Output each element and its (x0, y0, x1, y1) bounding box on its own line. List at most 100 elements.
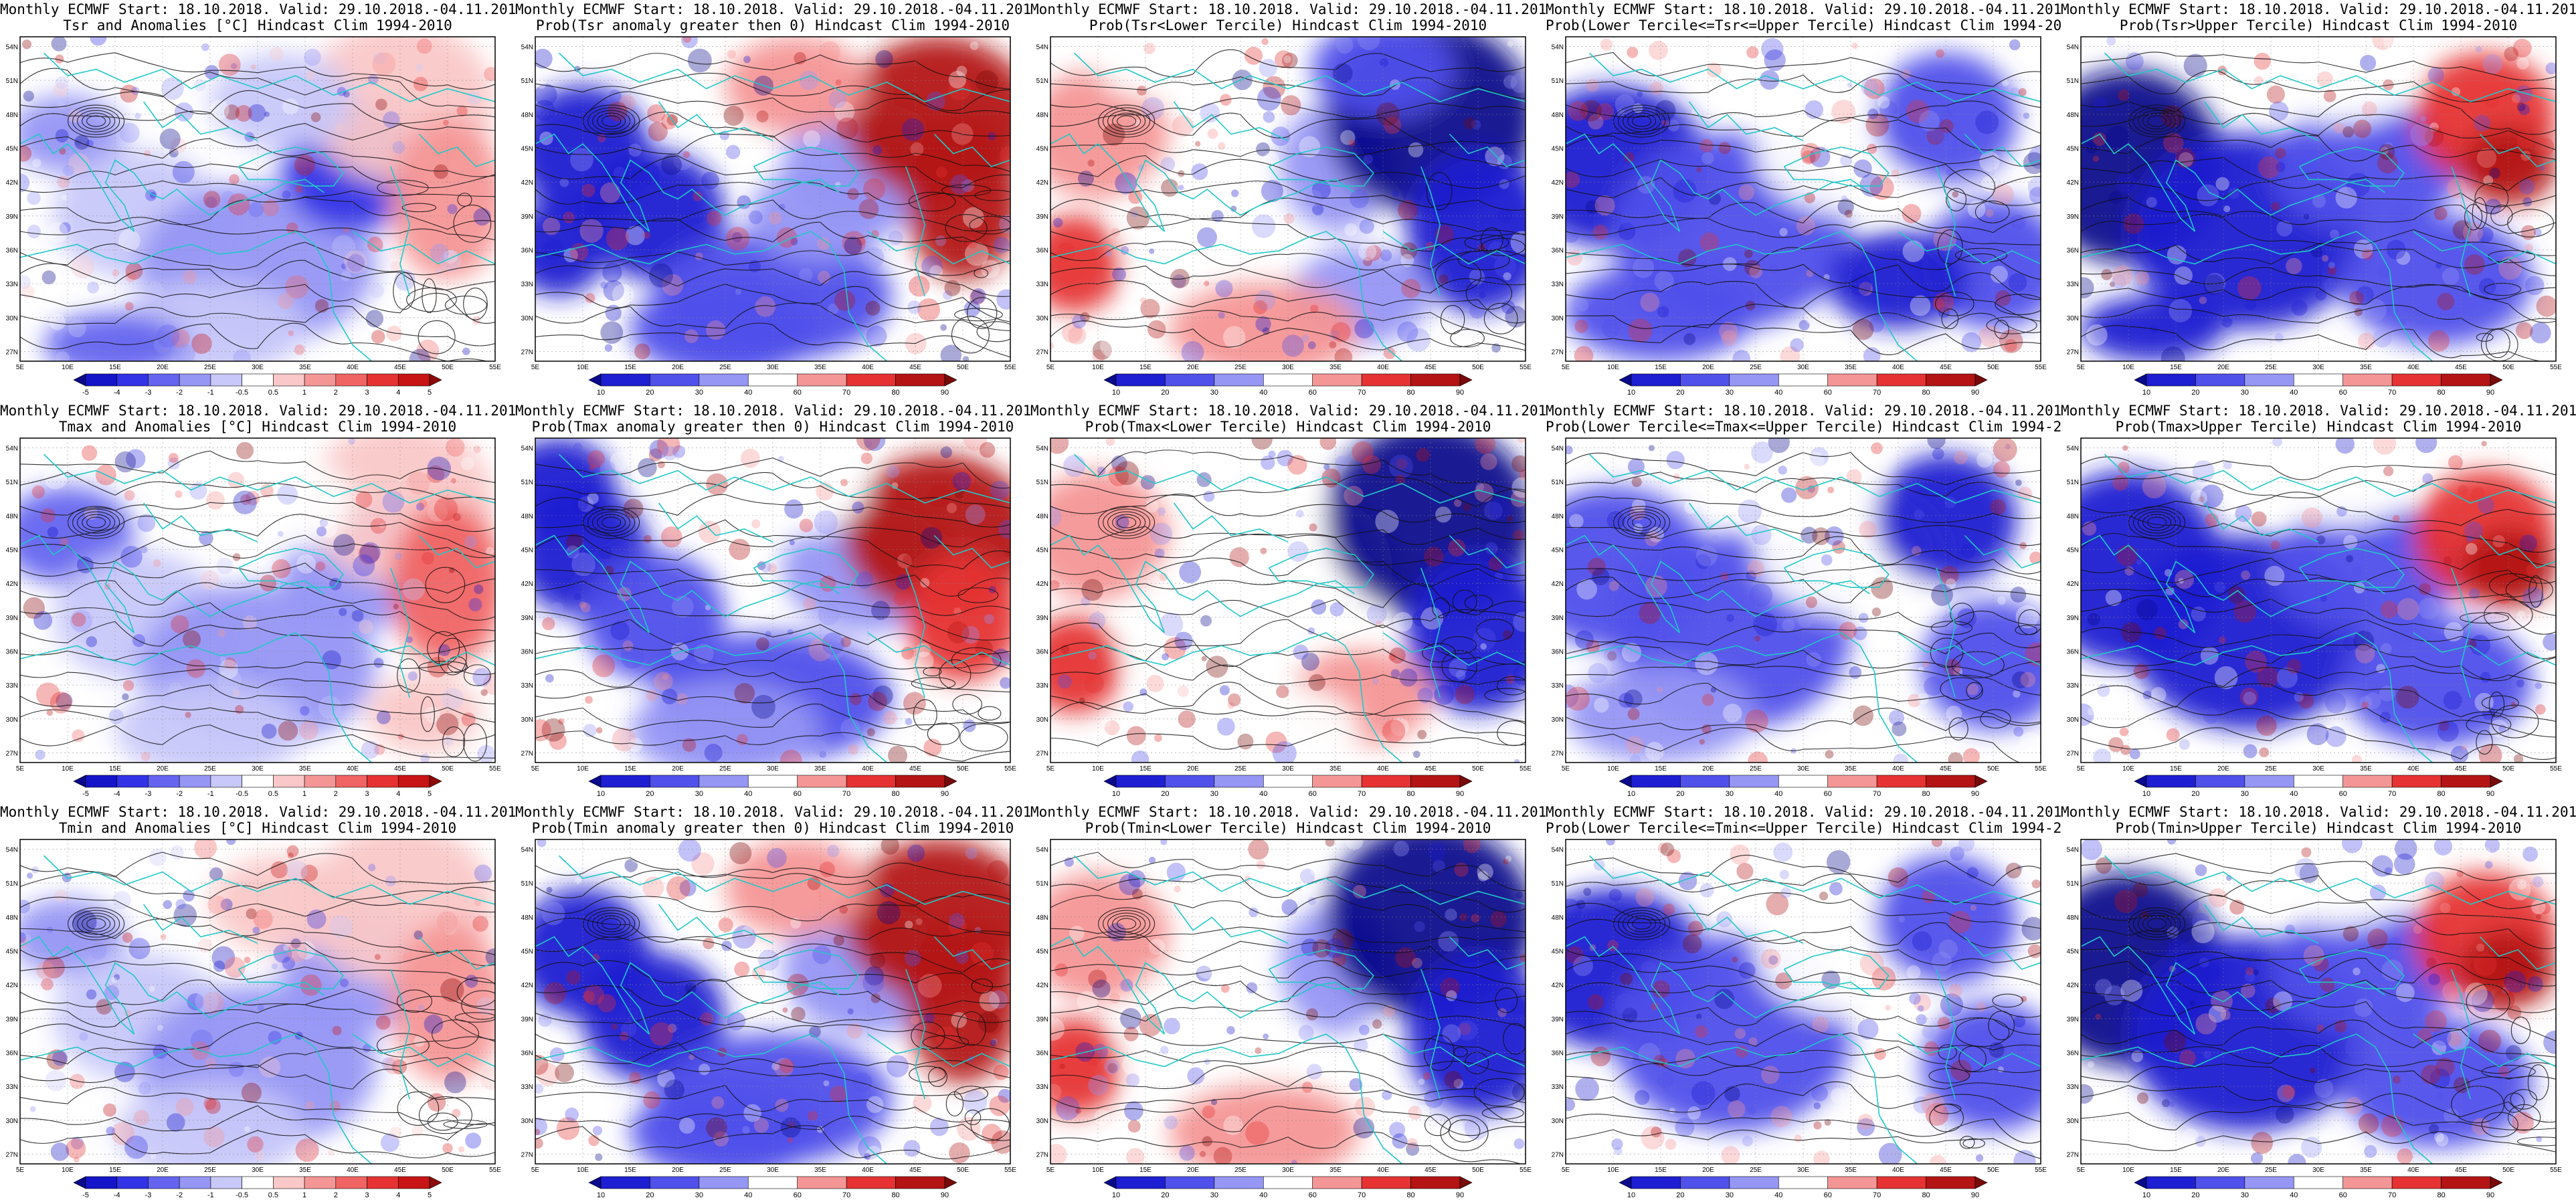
field-speckle (706, 320, 726, 340)
field-speckle (2301, 1136, 2322, 1158)
field-speckle (137, 514, 156, 532)
panel-title-line2: Prob(Tsr<Lower Tercile) Hindcast Clim 19… (1089, 17, 1487, 33)
colorbar-tick-label: 4 (396, 790, 400, 798)
field-speckle (1433, 860, 1445, 873)
field-speckle (791, 1007, 806, 1021)
field-speckle (483, 673, 495, 695)
lon-label: 40E (2407, 364, 2419, 371)
field-speckle (987, 860, 1008, 882)
field-speckle (672, 445, 686, 458)
field-speckle (803, 597, 816, 611)
field-speckle (2489, 167, 2500, 179)
field-speckle (2142, 690, 2152, 700)
field-speckle (2272, 438, 2282, 447)
field-speckle (2355, 286, 2375, 304)
field-speckle (1255, 316, 1271, 332)
field-speckle (1950, 846, 1964, 862)
field-speckle (1851, 42, 1859, 49)
field-speckle (1999, 329, 2023, 354)
colorbar-bin (846, 775, 896, 788)
field-speckle (1651, 1126, 1662, 1138)
field-speckle (2092, 155, 2100, 163)
lat-label: 45N (1036, 547, 1048, 555)
field-speckle (1699, 738, 1706, 745)
field-speckle (803, 130, 821, 148)
lat-label: 48N (2067, 112, 2079, 119)
field-speckle (1809, 146, 1831, 168)
field-speckle (611, 1023, 618, 1030)
colorbar-tick-label: 70 (2388, 389, 2396, 397)
field-speckle (1811, 1085, 1828, 1102)
colorbar-bin (1214, 775, 1264, 788)
field-speckle (169, 148, 179, 158)
lat-label: 45N (1552, 948, 1564, 956)
field-speckle (1493, 256, 1517, 278)
field-speckle (1393, 841, 1410, 857)
field-speckle (1350, 189, 1369, 209)
field-speckle (1219, 685, 1230, 696)
field-speckle (2095, 857, 2112, 874)
lat-label: 36N (1036, 1049, 1048, 1057)
field-speckle (585, 696, 593, 704)
field-speckle (20, 932, 26, 943)
field-speckle (81, 445, 98, 461)
lon-label: 5E (1562, 1167, 1570, 1174)
field-speckle (278, 720, 298, 741)
field-speckle (1975, 1154, 1984, 1162)
field-speckle (1363, 154, 1374, 165)
colorbar-tick-label: 2 (334, 1191, 338, 1199)
field-speckle (626, 208, 634, 216)
field-speckle (318, 518, 338, 538)
field-speckle (1424, 546, 1444, 567)
lon-label: 50E (1987, 1167, 1999, 1174)
colorbar: 10 20 30 40 60 70 80 90 (1619, 775, 1988, 798)
colorbar-tick-label: 90 (1971, 790, 1979, 798)
lat-label: 27N (521, 348, 533, 356)
field-speckle (2395, 983, 2415, 1002)
panel-title-line2: Prob(Lower Tercile<=Tmin<=Upper Tercile)… (1546, 820, 2061, 836)
field-speckle (1352, 441, 1374, 464)
colorbar-bin (797, 1176, 847, 1189)
field-speckle (535, 1128, 541, 1136)
field-speckle (734, 961, 750, 977)
field-speckle (1301, 1082, 1313, 1093)
lat-label: 54N (6, 847, 18, 854)
anomaly-region (1566, 665, 1756, 763)
field-speckle (332, 235, 355, 259)
lon-label: 5E (2077, 765, 2086, 773)
lon-label: 5E (531, 1167, 540, 1174)
field-speckle (2371, 855, 2393, 877)
field-speckle (295, 1138, 319, 1163)
field-speckle (1801, 526, 1818, 544)
field-speckle (1794, 1134, 1803, 1142)
field-speckle (2476, 943, 2485, 952)
field-speckle (2085, 141, 2098, 154)
field-speckle (171, 329, 190, 348)
field-speckle (1932, 951, 1952, 972)
field-speckle (287, 852, 294, 859)
field-speckle (687, 48, 712, 73)
field-speckle (1123, 1026, 1139, 1041)
field-speckle (23, 90, 35, 102)
field-speckle (125, 262, 143, 280)
field-speckle (2433, 1027, 2452, 1046)
lat-label: 36N (1552, 1049, 1564, 1057)
field-speckle (259, 1056, 281, 1078)
field-speckle (2384, 142, 2393, 151)
field-speckle (119, 122, 140, 143)
field-speckle (2425, 740, 2437, 751)
anomaly-region (2342, 616, 2533, 746)
field-speckle (1924, 676, 1943, 696)
colorbar-tick-label: 20 (646, 790, 654, 798)
field-speckle (1435, 225, 1454, 244)
field-speckle (2464, 254, 2485, 275)
field-speckle (1194, 140, 1201, 147)
field-speckle (1115, 461, 1139, 486)
field-speckle (270, 47, 284, 61)
field-speckle (2112, 274, 2126, 289)
field-speckle (1732, 957, 1738, 963)
field-speckle (1246, 982, 1258, 994)
field-speckle (999, 146, 1010, 165)
field-speckle (678, 1118, 695, 1134)
shaded-field (1566, 839, 2041, 1164)
